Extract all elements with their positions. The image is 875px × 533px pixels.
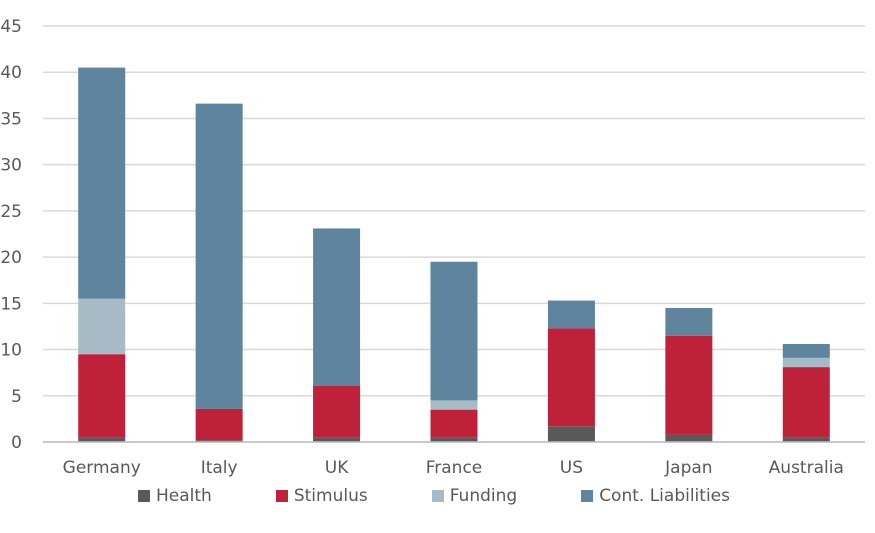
legend-label-funding: Funding <box>449 486 518 506</box>
bar-segment-cont-liabilities-germany <box>78 67 126 299</box>
bar-segment-funding-australia <box>782 357 830 368</box>
legend-swatch-health <box>138 490 150 502</box>
legend-item-funding: Funding <box>431 486 518 506</box>
bar-segment-stimulus-france <box>430 409 478 438</box>
bar-segment-cont-liabilities-japan <box>665 307 713 336</box>
y-tick-label: 5 <box>11 387 22 407</box>
bar-segment-stimulus-germany <box>78 354 126 438</box>
bar-segment-health-italy <box>195 440 243 442</box>
x-tick-label: Japan <box>664 458 712 478</box>
x-tick-label: Australia <box>769 458 844 478</box>
y-tick-label: 15 <box>0 294 22 314</box>
bar-segment-cont-liabilities-uk <box>313 228 361 386</box>
bar-segment-cont-liabilities-us <box>547 300 595 329</box>
y-tick-label: 35 <box>0 109 22 129</box>
bar-segment-health-france <box>430 437 478 442</box>
legend-item-stimulus: Stimulus <box>275 486 368 506</box>
bar-segment-cont-liabilities-italy <box>195 103 243 409</box>
bar-segment-stimulus-uk <box>313 385 361 438</box>
y-tick-label: 10 <box>0 341 22 361</box>
legend-swatch-stimulus <box>275 490 288 502</box>
bar-segment-funding-germany <box>78 298 126 355</box>
legend-label-cont-liabilities: Cont. Liabilities <box>599 486 730 506</box>
bar-segment-cont-liabilities-france <box>430 261 478 401</box>
bar-segment-funding-france <box>430 400 478 410</box>
y-tick-label: 45 <box>0 17 22 37</box>
legend-label-health: Health <box>156 486 212 506</box>
bar-segment-health-uk <box>313 437 361 442</box>
bar-segment-health-australia <box>782 437 830 442</box>
y-tick-label: 25 <box>0 202 22 222</box>
legend-item-health: Health <box>138 486 212 506</box>
bar-segment-stimulus-italy <box>195 408 243 441</box>
bar-segment-health-us <box>547 426 595 442</box>
legend-label-stimulus: Stimulus <box>293 486 368 506</box>
bar-segment-health-japan <box>665 434 713 442</box>
x-tick-label: UK <box>325 458 349 478</box>
x-tick-label: Italy <box>201 458 238 478</box>
legend-item-cont-liabilities: Cont. Liabilities <box>581 486 730 506</box>
y-tick-label: 20 <box>0 248 22 268</box>
bar-segment-stimulus-australia <box>782 367 830 438</box>
bar-segment-stimulus-japan <box>665 335 713 435</box>
x-tick-label: Germany <box>63 458 141 478</box>
bar-segment-health-germany <box>78 437 126 442</box>
bar-segment-stimulus-us <box>547 328 595 427</box>
x-tick-label: France <box>426 458 483 478</box>
legend: Health Stimulus Funding Cont. Liabilitie… <box>138 486 730 506</box>
y-tick-label: 30 <box>0 156 22 176</box>
x-tick-label: US <box>560 458 583 478</box>
y-tick-label: 0 <box>11 433 22 453</box>
legend-swatch-funding <box>431 490 444 502</box>
bar-segment-cont-liabilities-australia <box>782 344 830 358</box>
y-tick-label: 40 <box>0 63 22 83</box>
legend-swatch-cont-liabilities <box>581 490 594 502</box>
